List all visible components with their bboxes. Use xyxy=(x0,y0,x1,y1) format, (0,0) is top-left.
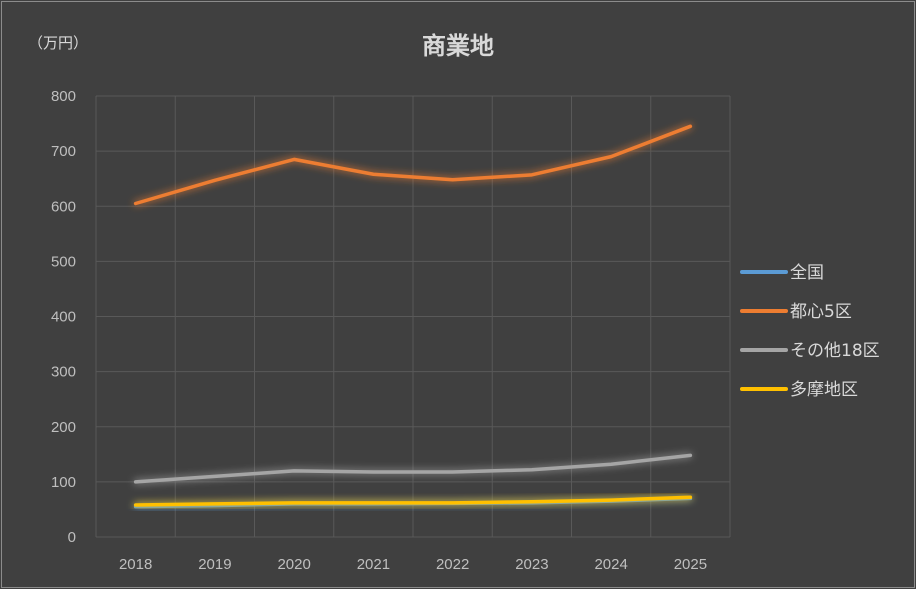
x-tick-label: 2021 xyxy=(357,556,390,573)
x-tick-label: 2019 xyxy=(198,556,231,573)
y-tick-label: 400 xyxy=(51,309,76,326)
legend-label-2: その他18区 xyxy=(790,341,880,361)
x-axis-ticks: 2018 2019 2020 2021 2022 2023 2024 2025 xyxy=(119,556,707,573)
y-axis-unit-label: （万円） xyxy=(28,34,88,52)
legend-label-0: 全国 xyxy=(790,263,824,283)
x-tick-label: 2024 xyxy=(594,556,627,573)
x-tick-label: 2022 xyxy=(436,556,469,573)
y-tick-label: 700 xyxy=(51,143,76,160)
y-tick-label: 500 xyxy=(51,253,76,270)
x-tick-label: 2023 xyxy=(515,556,548,573)
x-tick-label: 2025 xyxy=(674,556,707,573)
legend-label-1: 都心5区 xyxy=(790,302,852,322)
series-lines xyxy=(133,124,693,509)
x-tick-label: 2020 xyxy=(277,556,310,573)
y-tick-label: 300 xyxy=(51,364,76,381)
x-tick-label: 2018 xyxy=(119,556,152,573)
y-tick-label: 0 xyxy=(68,529,76,546)
chart-title: 商業地 xyxy=(422,32,494,60)
series-line-3 xyxy=(133,495,693,507)
series-line-2 xyxy=(133,453,693,484)
y-axis-ticks: 0 100 200 300 400 500 600 700 800 xyxy=(51,88,76,546)
series-line-1 xyxy=(133,124,693,206)
legend-label-3: 多摩地区 xyxy=(790,380,858,400)
y-tick-label: 200 xyxy=(51,419,76,436)
y-tick-label: 100 xyxy=(51,474,76,491)
y-tick-label: 600 xyxy=(51,198,76,215)
y-tick-label: 800 xyxy=(51,88,76,105)
